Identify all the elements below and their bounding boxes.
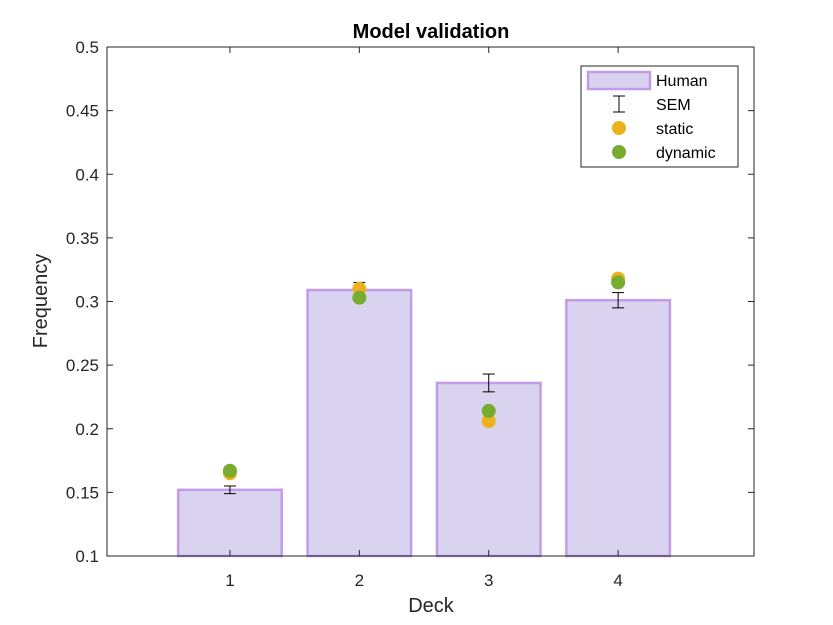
y-tick-label: 0.1 [75,547,99,566]
bar-deck-2 [306,288,413,558]
y-tick-label: 0.2 [75,420,99,439]
legend-swatch-dynamic [612,145,626,159]
error-bar-deck-3 [482,373,495,393]
error-bar-deck-4 [612,292,625,309]
y-axis-label: Frequency [30,254,52,349]
error-bar-deck-1 [223,485,236,495]
x-tick-label: 4 [613,571,622,590]
dynamic-marker-deck-2 [352,290,367,305]
legend-swatch-static [612,121,626,135]
legend: Human SEM static dynamic [580,65,739,168]
legend-label-human: Human [656,73,708,90]
y-tick-label: 0.3 [75,293,99,312]
bar-deck-1 [176,488,283,558]
x-axis-label: Deck [408,595,455,617]
x-tick-label: 3 [484,571,493,590]
legend-swatch-sem [613,95,625,113]
legend-label-static: static [656,121,693,138]
legend-label-sem: SEM [656,97,691,114]
x-tick-label: 2 [355,571,364,590]
dynamic-marker-deck-3 [481,403,496,418]
y-tick-label: 0.25 [66,356,99,375]
chart-title: Model validation [353,21,510,43]
y-tick-label: 0.5 [75,38,99,57]
static-marker-deck-3 [481,414,496,429]
x-tick-label: 1 [225,571,234,590]
dynamic-marker-deck-1 [222,463,237,478]
y-tick-label: 0.45 [66,102,99,121]
y-tick-label: 0.35 [66,229,99,248]
y-tick-label: 0.15 [66,483,99,502]
plot-area: 0.1 0.15 0.2 0.25 0.3 0.35 0.4 0.45 0.5 1 2 3 4 [66,38,755,590]
legend-swatch-human [586,70,652,91]
bar-deck-4 [565,298,672,558]
y-tick-label: 0.4 [75,165,99,184]
dynamic-marker-deck-4 [611,275,626,290]
legend-label-dynamic: dynamic [656,145,716,162]
